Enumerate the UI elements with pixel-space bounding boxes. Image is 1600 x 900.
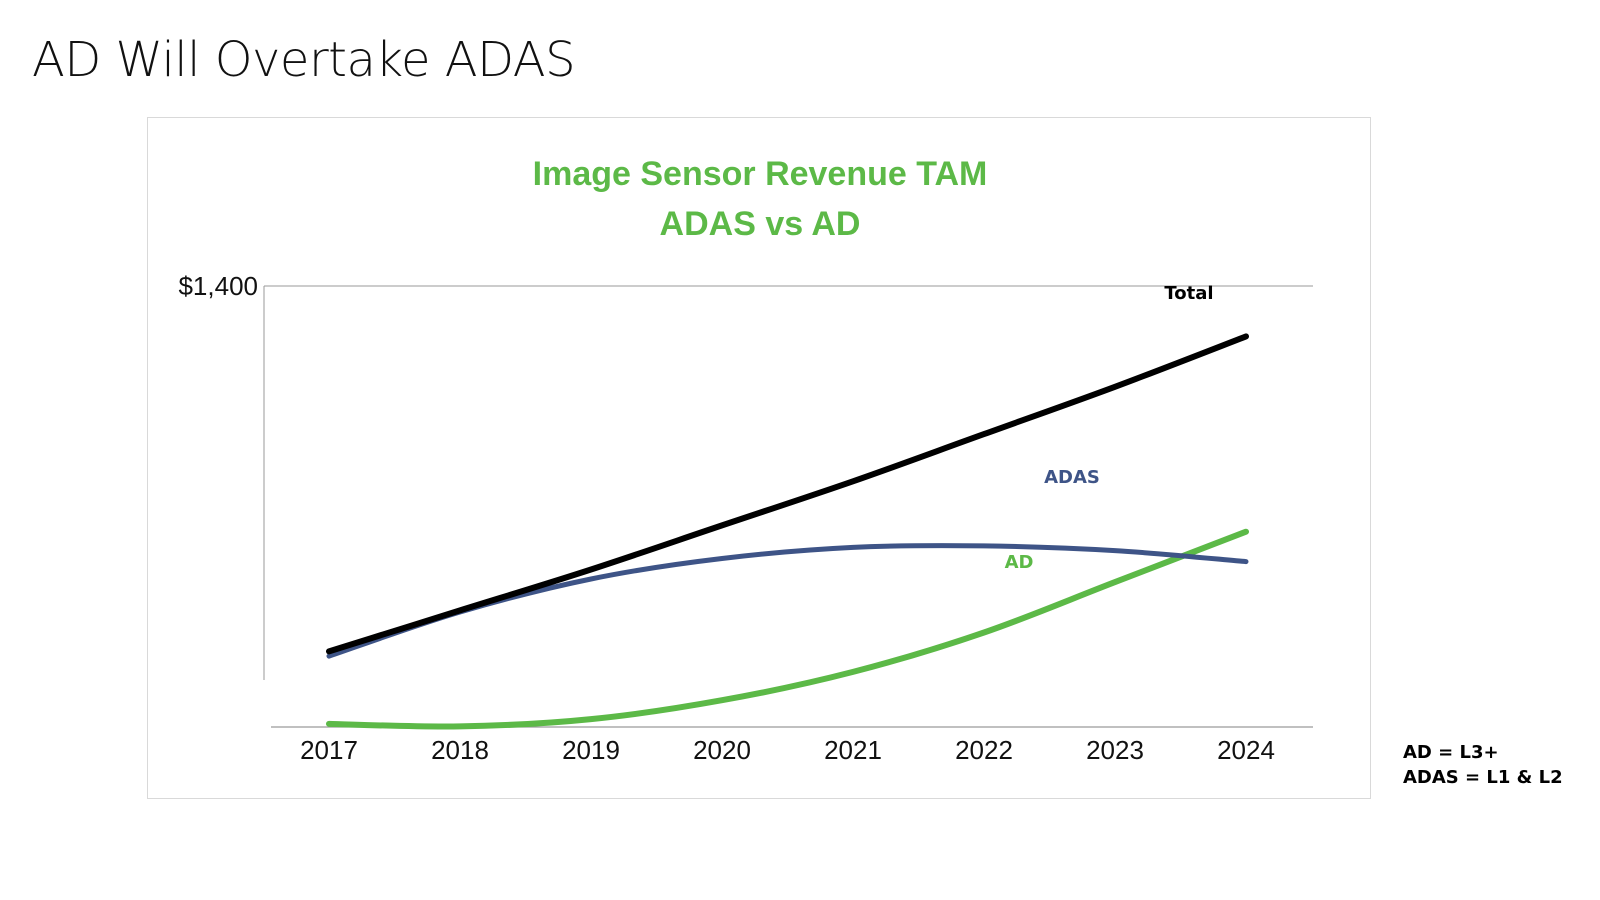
series-label-total: Total xyxy=(1164,283,1213,304)
x-tick-label: 2024 xyxy=(1217,735,1275,765)
x-tick-label: 2023 xyxy=(1086,735,1144,765)
footnote-ad-definition: AD = L3+ xyxy=(1403,742,1499,763)
y-tick-label: $1,400 xyxy=(178,271,258,301)
x-tick-label: 2017 xyxy=(300,735,358,765)
series-line-total xyxy=(326,333,1249,655)
series-line-adas xyxy=(326,543,1249,659)
x-tick-label: 2020 xyxy=(693,735,751,765)
x-tick-label: 2018 xyxy=(431,735,489,765)
series-label-ad: AD xyxy=(1005,552,1034,573)
line-chart: Image Sensor Revenue TAM ADAS vs AD $1,4… xyxy=(178,155,1313,765)
x-tick-label: 2021 xyxy=(824,735,882,765)
chart-subtitle: ADAS vs AD xyxy=(660,205,861,243)
slide-title: AD Will Overtake ADAS xyxy=(32,32,576,88)
x-tick-label: 2022 xyxy=(955,735,1013,765)
chart-frame: Image Sensor Revenue TAM ADAS vs AD $1,4… xyxy=(147,117,1371,799)
series-label-adas: ADAS xyxy=(1044,467,1100,488)
x-tick-label: 2019 xyxy=(562,735,620,765)
chart-title: Image Sensor Revenue TAM xyxy=(533,155,988,193)
series-line-ad xyxy=(326,528,1249,730)
footnote-adas-definition: ADAS = L1 & L2 xyxy=(1403,767,1563,788)
footnote-legend: AD = L3+ ADAS = L1 & L2 xyxy=(1403,740,1563,790)
